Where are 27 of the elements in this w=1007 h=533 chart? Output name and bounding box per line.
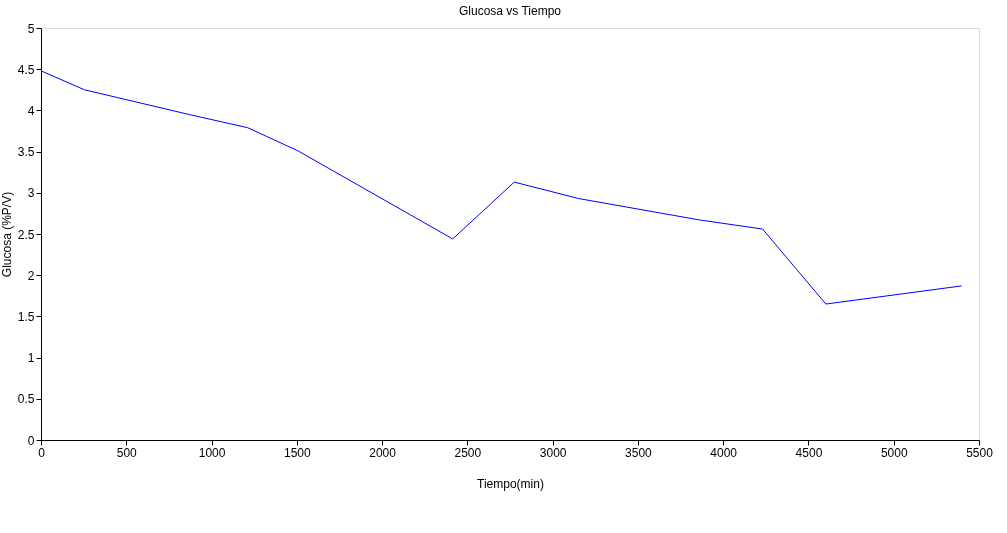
y-tick-label: 0.5 [17, 392, 35, 407]
x-tick-label: 0 [38, 445, 46, 460]
x-tick-label: 3500 [625, 445, 653, 460]
x-tick-label: 1500 [283, 445, 311, 460]
x-tick-label: 5000 [880, 445, 908, 460]
x-tick-label: 2000 [369, 445, 397, 460]
x-tick-label: 5500 [966, 445, 994, 460]
x-tick-label: 2500 [454, 445, 482, 460]
y-tick-label: 3 [27, 186, 35, 201]
y-tick-label: 2 [27, 268, 35, 283]
y-tick-label: 4 [27, 103, 35, 118]
x-tick-label: 4000 [710, 445, 738, 460]
x-axis-title: Tiempo(min) [477, 476, 544, 491]
x-tick-label: 4500 [795, 445, 823, 460]
y-axis-title: Glucosa (%P/V) [0, 191, 14, 278]
y-tick-label: 3.5 [17, 145, 35, 160]
y-tick-label: 2.5 [17, 227, 35, 242]
y-tick-label: 0 [27, 433, 35, 448]
line-series [40, 70, 963, 305]
x-tick-label: 500 [116, 445, 138, 460]
y-tick-label: 4.5 [17, 62, 35, 77]
x-tick-label: 3000 [539, 445, 567, 460]
x-tick-label: 1000 [198, 445, 226, 460]
y-tick-label: 1 [27, 351, 35, 366]
chart-title: Glucosa vs Tiempo [458, 4, 562, 18]
y-tick-label: 1.5 [17, 309, 35, 324]
y-tick-label: 5 [27, 21, 35, 36]
